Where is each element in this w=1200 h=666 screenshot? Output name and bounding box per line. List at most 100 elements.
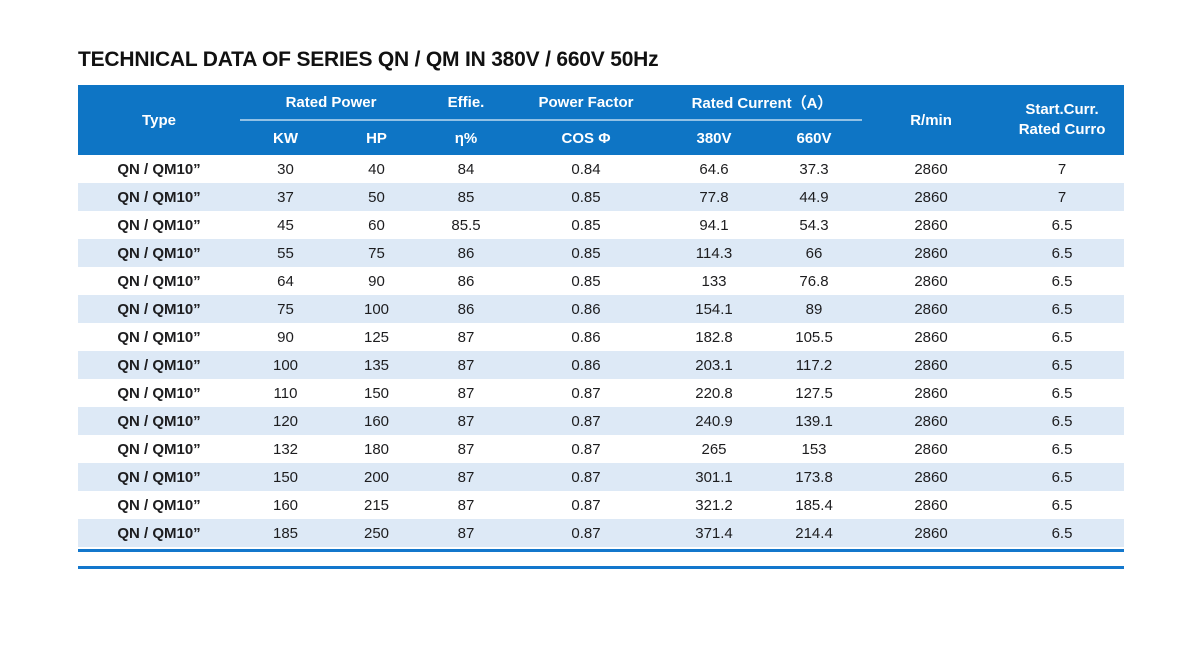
value-cell: 54.3 bbox=[799, 216, 829, 234]
value-cell: 0.87 bbox=[571, 440, 601, 458]
type-cell: QN / QM10” bbox=[117, 440, 201, 458]
value-cell: 139.1 bbox=[766, 407, 863, 435]
value-cell: 240.9 bbox=[662, 407, 767, 435]
page-title: TECHNICAL DATA OF SERIES QN / QM IN 380V… bbox=[78, 48, 659, 71]
col-type: Type bbox=[78, 85, 240, 155]
value-cell: 76.8 bbox=[799, 272, 829, 290]
table-row: QN / QM10” 150 200 87 0.87 301.1 173.8 2860 6.5 bbox=[78, 463, 1125, 491]
value-cell: 30 bbox=[277, 160, 294, 178]
value-cell: 0.84 bbox=[571, 160, 601, 178]
value-cell: 94.1 bbox=[699, 216, 729, 234]
value-cell: 0.86 bbox=[510, 295, 663, 323]
value-cell: 37.3 bbox=[799, 160, 829, 178]
type-cell: QN / QM10” bbox=[78, 351, 240, 379]
header-group-row: Type Rated Power Effie. Power Factor Rat… bbox=[78, 85, 1125, 155]
value-cell: 321.2 bbox=[695, 496, 733, 514]
value-cell: 132 bbox=[272, 440, 299, 458]
value-cell: 215 bbox=[363, 496, 390, 514]
value-cell: 150 bbox=[363, 384, 390, 402]
value-cell: 135 bbox=[331, 351, 423, 379]
value-cell: 50 bbox=[331, 183, 423, 211]
col-kw: KW bbox=[240, 120, 331, 155]
value-cell: 185.4 bbox=[795, 496, 833, 514]
value-cell: 87 bbox=[457, 384, 475, 402]
value-cell: 203.1 bbox=[662, 351, 767, 379]
value-cell: 200 bbox=[331, 463, 423, 491]
value-cell: 87 bbox=[422, 519, 511, 547]
value-cell: 160 bbox=[272, 496, 299, 514]
table-row: QN / QM10” 75 100 86 0.86 154.1 89 2860 6.5 bbox=[78, 295, 1125, 323]
value-cell: 64.6 bbox=[699, 160, 729, 178]
value-cell: 105.5 bbox=[795, 328, 833, 346]
value-cell: 2860 bbox=[914, 440, 948, 458]
value-cell: 214.4 bbox=[766, 519, 863, 547]
col-eta: η% bbox=[422, 120, 511, 155]
type-cell: QN / QM10” bbox=[78, 463, 240, 491]
value-cell: 6.5 bbox=[1000, 519, 1125, 547]
table-row: QN / QM10” 37 50 85 0.85 77.8 44.9 2860 7 bbox=[78, 183, 1125, 211]
type-cell: QN / QM10” bbox=[117, 328, 201, 346]
value-cell: 0.87 bbox=[510, 519, 663, 547]
value-cell: 45 bbox=[277, 216, 294, 234]
table-row: QN / QM10” 160 215 87 0.87 321.2 185.4 2860 6.5 bbox=[78, 491, 1124, 519]
value-cell: 6.5 bbox=[1051, 384, 1073, 402]
value-cell: 87 bbox=[457, 440, 475, 458]
col-power-factor: Power Factor bbox=[510, 85, 663, 121]
value-cell: 114.3 bbox=[662, 239, 767, 267]
value-cell: 250 bbox=[331, 519, 423, 547]
table-container: Type Rated Power Effie. Power Factor Rat… bbox=[78, 85, 1125, 569]
value-cell: 85 bbox=[422, 183, 511, 211]
table-row: QN / QM10” 64 90 86 0.85 133 76.8 2860 6.5 bbox=[78, 267, 1124, 295]
value-cell: 6.5 bbox=[1000, 295, 1125, 323]
value-cell: 110 bbox=[273, 384, 298, 402]
value-cell: 0.87 bbox=[571, 384, 601, 402]
value-cell: 2860 bbox=[862, 239, 1001, 267]
value-cell: 6.5 bbox=[1000, 407, 1125, 435]
value-cell: 265 bbox=[701, 440, 727, 458]
value-cell: 87 bbox=[457, 496, 475, 514]
value-cell: 2860 bbox=[914, 272, 948, 290]
value-cell: 100 bbox=[240, 351, 331, 379]
value-cell: 64 bbox=[277, 272, 294, 290]
value-cell: 2860 bbox=[862, 519, 1001, 547]
table-body: QN / QM10” 30 40 84 0.84 64.6 37.3 2860 7 QN / QM… bbox=[78, 155, 1125, 547]
value-cell: 2860 bbox=[862, 463, 1001, 491]
value-cell: 89 bbox=[766, 295, 863, 323]
value-cell: 153 bbox=[801, 440, 827, 458]
col-rated-power: Rated Power bbox=[240, 85, 423, 121]
value-cell: 2860 bbox=[862, 351, 1001, 379]
col-rated-current: Rated Current（A） bbox=[662, 85, 863, 121]
value-cell: 90 bbox=[368, 272, 385, 290]
value-cell: 2860 bbox=[862, 407, 1001, 435]
value-cell: 90 bbox=[277, 328, 294, 346]
value-cell: 6.5 bbox=[1051, 328, 1073, 346]
value-cell: 44.9 bbox=[766, 183, 863, 211]
value-cell: 127.5 bbox=[795, 384, 833, 402]
value-cell: 86 bbox=[422, 295, 511, 323]
value-cell: 87 bbox=[422, 463, 511, 491]
value-cell: 2860 bbox=[914, 384, 948, 402]
value-cell: 6.5 bbox=[1000, 351, 1125, 379]
technical-data-table: Type Rated Power Effie. Power Factor Rat… bbox=[78, 85, 1125, 547]
type-cell: QN / QM10” bbox=[78, 183, 240, 211]
value-cell: 60 bbox=[368, 216, 385, 234]
value-cell: 0.85 bbox=[571, 216, 601, 234]
start-curr-line2: Rated Curro bbox=[1018, 121, 1106, 138]
col-hp: HP bbox=[331, 120, 423, 155]
value-cell: 120 bbox=[240, 407, 331, 435]
col-380v: 380V bbox=[662, 120, 767, 155]
value-cell: 6.5 bbox=[1000, 463, 1125, 491]
type-cell: QN / QM10” bbox=[117, 272, 201, 290]
type-cell: QN / QM10” bbox=[117, 160, 201, 178]
header-sub-row: KW HP η% COS Φ 380V 660V bbox=[78, 120, 1124, 155]
value-cell: 182.8 bbox=[695, 328, 733, 346]
value-cell: 86 bbox=[457, 272, 475, 290]
value-cell: 0.87 bbox=[571, 496, 601, 514]
value-cell: 2860 bbox=[862, 295, 1001, 323]
table-row: QN / QM10” 30 40 84 0.84 64.6 37.3 2860 7 bbox=[78, 155, 1124, 183]
value-cell: 0.86 bbox=[571, 328, 601, 346]
col-start-curr: Start.Curr. Rated Curro bbox=[1000, 85, 1125, 155]
table-row: QN / QM10” 100 135 87 0.86 203.1 117.2 2860 6.5 bbox=[78, 351, 1125, 379]
value-cell: 2860 bbox=[862, 183, 1001, 211]
value-cell: 7 bbox=[1057, 160, 1067, 178]
